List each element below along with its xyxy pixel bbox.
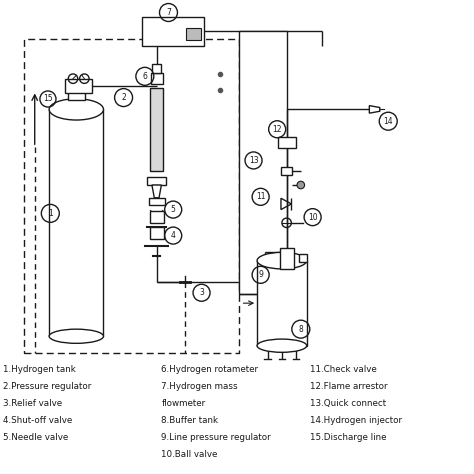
Bar: [186, 28, 201, 40]
Bar: [278, 137, 296, 148]
Text: 11.Check valve: 11.Check valve: [310, 365, 377, 374]
Text: 14: 14: [383, 117, 393, 126]
Text: 5.Needle valve: 5.Needle valve: [3, 433, 68, 442]
Ellipse shape: [49, 99, 103, 120]
Text: 3.Relief valve: 3.Relief valve: [3, 399, 62, 408]
Text: 4.Shut-off valve: 4.Shut-off valve: [3, 416, 73, 425]
Bar: [150, 210, 164, 223]
Text: 15: 15: [43, 94, 53, 103]
Text: flowmeter: flowmeter: [161, 399, 206, 408]
Bar: [150, 88, 163, 171]
Text: 15.Discharge line: 15.Discharge line: [310, 433, 387, 442]
Text: 7: 7: [166, 8, 171, 17]
Text: 2.Pressure regulator: 2.Pressure regulator: [3, 382, 91, 391]
Bar: [147, 176, 166, 185]
Bar: [151, 73, 163, 84]
Text: 8: 8: [299, 325, 303, 334]
Bar: [65, 79, 92, 93]
Text: 9: 9: [258, 270, 263, 279]
Text: 14.Hydrogen injector: 14.Hydrogen injector: [310, 416, 402, 425]
Text: 4: 4: [171, 231, 176, 240]
Bar: [257, 261, 307, 346]
Bar: [143, 17, 204, 46]
Text: 13.Quick connect: 13.Quick connect: [310, 399, 386, 408]
Text: 10: 10: [308, 213, 318, 222]
Text: 12.Flame arrestor: 12.Flame arrestor: [310, 382, 388, 391]
Ellipse shape: [49, 329, 103, 343]
Text: 10.Ball valve: 10.Ball valve: [161, 450, 218, 459]
Text: 9.Line pressure regulator: 9.Line pressure regulator: [161, 433, 271, 442]
Text: 5: 5: [171, 205, 176, 214]
Ellipse shape: [257, 339, 307, 352]
Circle shape: [297, 181, 305, 189]
Text: 7.Hydrogen mass: 7.Hydrogen mass: [161, 382, 238, 391]
Ellipse shape: [257, 252, 307, 269]
Text: 1.Hydrogen tank: 1.Hydrogen tank: [3, 365, 76, 374]
Bar: [149, 198, 164, 205]
Text: 6: 6: [142, 72, 147, 81]
Text: 12: 12: [273, 125, 282, 134]
Bar: [280, 248, 294, 269]
Text: 6.Hydrogen rotameter: 6.Hydrogen rotameter: [161, 365, 258, 374]
Bar: [49, 109, 103, 336]
Bar: [281, 167, 292, 174]
Bar: [68, 86, 84, 100]
Polygon shape: [152, 185, 161, 198]
Text: 2: 2: [121, 93, 126, 102]
Text: 8.Buffer tank: 8.Buffer tank: [161, 416, 219, 425]
Text: 13: 13: [249, 156, 258, 165]
Bar: [150, 227, 164, 239]
Text: 1: 1: [48, 209, 53, 218]
Bar: [239, 31, 287, 294]
Text: 11: 11: [256, 192, 265, 201]
Bar: [152, 64, 161, 73]
Text: 3: 3: [199, 288, 204, 297]
